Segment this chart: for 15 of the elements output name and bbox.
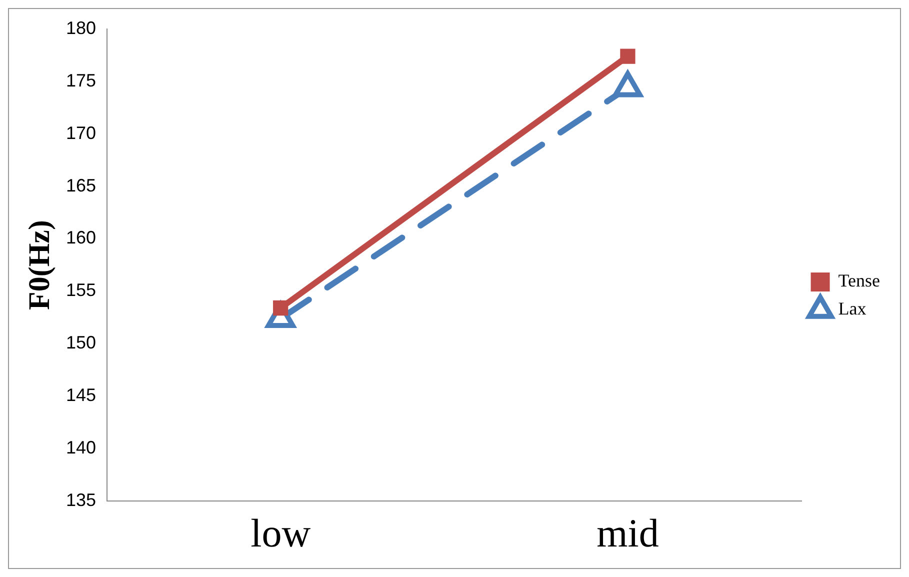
y-tick-label: 175	[66, 70, 96, 90]
x-tick-label: low	[250, 510, 311, 556]
y-tick-label: 160	[66, 228, 96, 248]
legend-label: Tense	[838, 270, 880, 291]
y-tick-label: 165	[66, 175, 96, 196]
y-tick-label: 140	[66, 438, 96, 458]
y-tick-label: 170	[66, 122, 96, 143]
y-axis-title: F0(Hz)	[22, 220, 56, 310]
y-tick-label: 180	[66, 18, 96, 38]
legend-label: Lax	[838, 298, 866, 319]
y-tick-label: 135	[66, 490, 96, 510]
y-tick-label: 145	[66, 385, 96, 406]
x-tick-label: mid	[596, 510, 659, 556]
y-tick-label: 150	[66, 332, 96, 353]
y-tick-label: 155	[66, 280, 96, 300]
